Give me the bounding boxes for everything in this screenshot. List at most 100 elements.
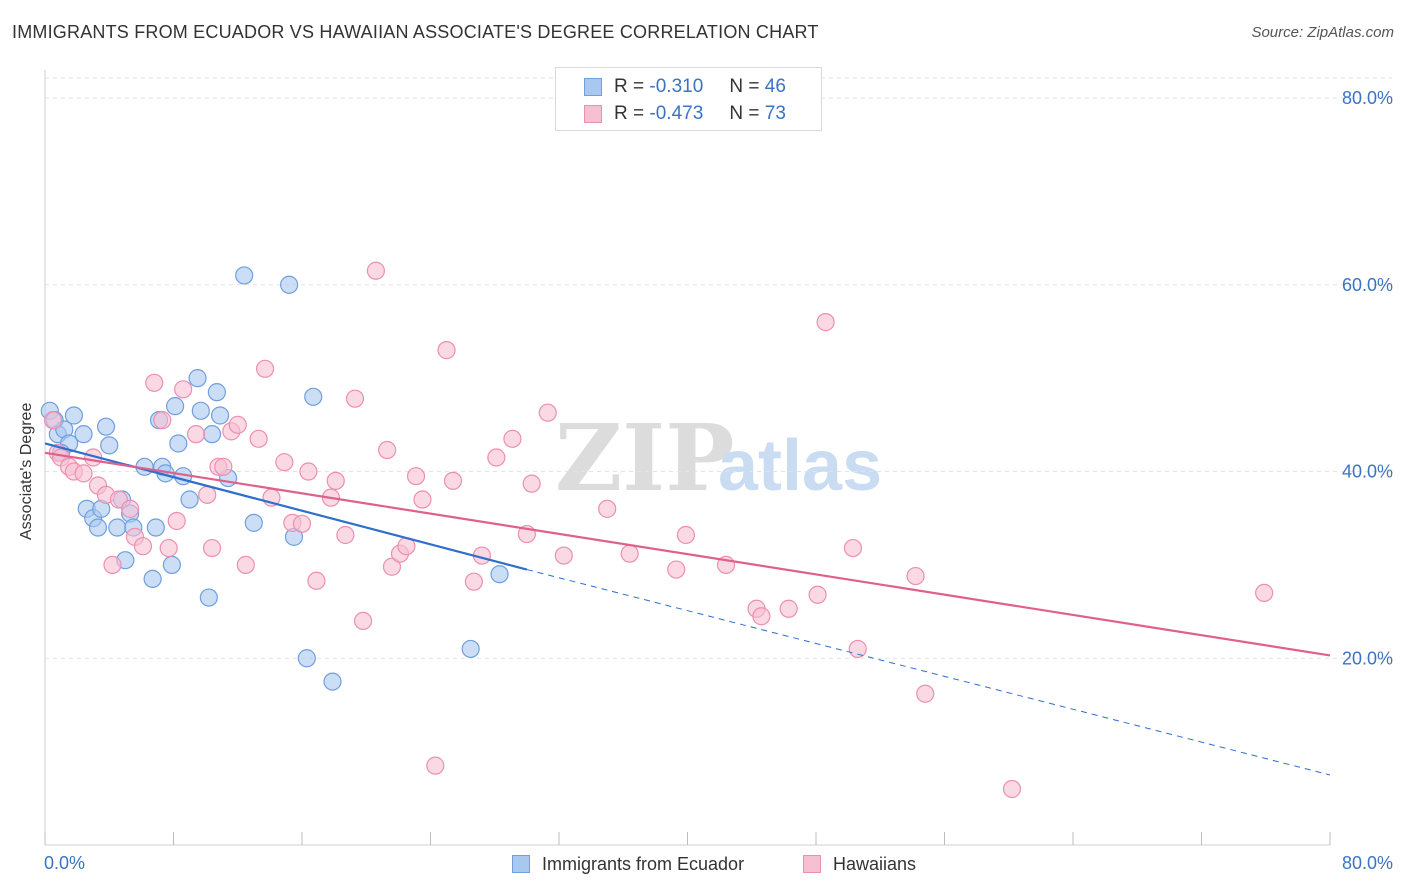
data-point: [166, 397, 185, 416]
data-point: [180, 490, 199, 509]
data-point: [413, 490, 432, 509]
data-point: [167, 511, 186, 531]
data-point: [121, 499, 140, 518]
data-point: [159, 538, 178, 558]
data-point: [198, 485, 217, 504]
data-point: [146, 518, 165, 537]
data-point: [43, 411, 63, 430]
data-point: [143, 569, 162, 588]
legend-row-hawaiians: R = -0.473 N = 73: [614, 102, 786, 126]
data-point: [808, 585, 827, 604]
data-point: [620, 544, 639, 563]
bottom-legend-hawaiians: Hawaiians: [803, 852, 916, 876]
legend-n-value: 73: [764, 103, 786, 124]
data-point: [202, 538, 222, 558]
correlation-legend: R = -0.310 N = 46 R = -0.473 N = 73: [555, 67, 822, 131]
data-point: [323, 672, 342, 691]
legend-swatch-hawaiians: [584, 105, 602, 123]
bottom-legend-swatch-ecuador: [512, 855, 530, 873]
bottom-legend-ecuador: Immigrants from Ecuador: [512, 852, 744, 876]
data-point: [275, 453, 294, 472]
trend-line-extension-0: [526, 569, 1331, 776]
data-point: [554, 546, 573, 565]
bottom-legend-swatch-hawaiians: [803, 855, 821, 873]
trend-line-1: [44, 451, 1331, 657]
data-point: [916, 684, 935, 703]
data-point: [336, 525, 355, 545]
y-tick-label: 20.0%: [1342, 648, 1393, 668]
data-point: [503, 429, 522, 448]
data-point: [299, 462, 318, 481]
data-point: [437, 341, 456, 360]
data-point: [326, 471, 345, 490]
data-point: [906, 566, 925, 586]
data-point: [443, 471, 463, 490]
chart-title: IMMIGRANTS FROM ECUADOR VS HAWAIIAN ASSO…: [12, 22, 819, 42]
data-point: [307, 571, 326, 590]
data-point: [235, 266, 254, 285]
y-tick-label: 40.0%: [1342, 462, 1393, 482]
data-point: [145, 373, 164, 392]
data-point: [88, 518, 108, 537]
data-point: [191, 401, 210, 420]
data-point: [207, 383, 226, 402]
data-point: [297, 649, 316, 668]
data-point: [169, 434, 188, 453]
data-point: [162, 555, 181, 574]
legend-r-label: R =: [614, 76, 645, 97]
data-point: [598, 499, 617, 518]
data-point: [538, 403, 557, 422]
series-points-1: [43, 261, 1274, 799]
data-point: [676, 525, 695, 545]
data-point: [522, 474, 541, 493]
data-point: [378, 440, 397, 460]
data-point: [188, 369, 207, 388]
data-point: [236, 555, 255, 574]
data-point: [779, 599, 798, 618]
data-point: [174, 380, 193, 399]
data-point: [843, 538, 863, 558]
data-point: [382, 557, 402, 576]
data-point: [186, 425, 206, 444]
data-point: [848, 639, 867, 659]
data-point: [461, 639, 480, 659]
data-point: [667, 560, 686, 579]
data-point: [353, 611, 373, 631]
legend-r-value: -0.473: [649, 103, 704, 124]
legend-n-label: N =: [729, 76, 760, 97]
data-point: [255, 359, 275, 378]
data-point: [464, 572, 483, 591]
data-point: [214, 457, 233, 476]
legend-n-label: N =: [729, 103, 760, 124]
y-tick-label: 80.0%: [1342, 88, 1393, 108]
data-point: [816, 313, 835, 332]
data-point: [1255, 583, 1274, 602]
data-point: [249, 429, 268, 448]
x-tick-label-min: 0.0%: [44, 853, 85, 873]
data-point: [244, 513, 263, 532]
data-point: [153, 411, 172, 430]
data-point: [1002, 779, 1022, 799]
data-point: [304, 387, 323, 406]
y-axis-label: Associate's Degree: [18, 402, 35, 540]
data-point: [292, 514, 312, 533]
data-point: [74, 464, 93, 483]
bottom-legend-label-ecuador: Immigrants from Ecuador: [542, 853, 745, 874]
legend-r-label: R =: [614, 103, 645, 124]
data-point: [199, 588, 218, 607]
legend-r-value: -0.310: [649, 76, 704, 97]
bottom-legend-label-hawaiians: Hawaiians: [833, 853, 917, 874]
data-point: [133, 537, 153, 556]
data-point: [366, 261, 385, 280]
data-point: [487, 448, 506, 467]
legend-n-value: 46: [764, 76, 786, 97]
data-point: [406, 467, 426, 486]
source-credit: Source: ZipAtlas.com: [1251, 24, 1394, 41]
data-point: [752, 607, 771, 626]
watermark-atlas: atlas: [718, 426, 882, 506]
y-tick-label: 60.0%: [1342, 275, 1393, 295]
data-point: [202, 425, 222, 444]
data-point: [74, 425, 93, 444]
data-point: [490, 565, 509, 584]
